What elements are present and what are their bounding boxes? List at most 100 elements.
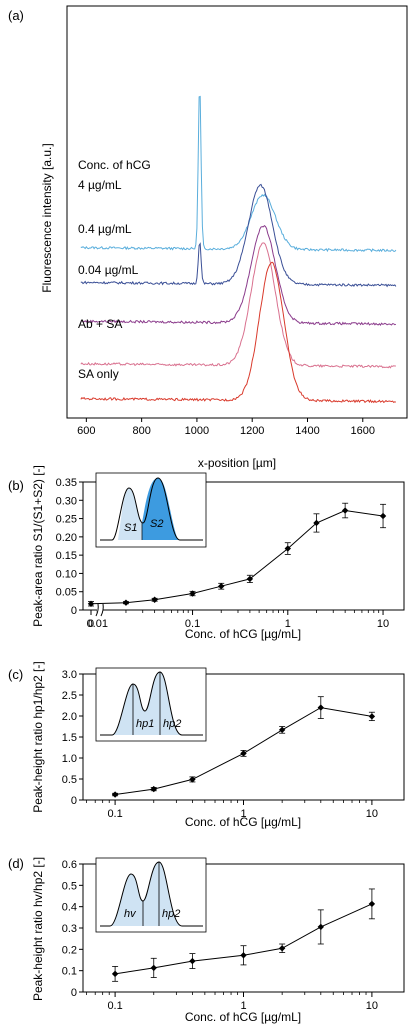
trace-label-4: SA only bbox=[78, 367, 119, 381]
panel-a-frame bbox=[66, 5, 408, 419]
panel-d-inset: hv hp2 bbox=[95, 857, 207, 933]
ytick-label: 0.4 bbox=[62, 902, 77, 914]
ytick-label: 0 bbox=[71, 605, 77, 617]
panel-a-xtick-label: 600 bbox=[77, 425, 95, 437]
panel-b-ylabel: Peak-area ratio S1/(S1+S2) [-] bbox=[31, 465, 45, 627]
xtick-label: 0 bbox=[88, 618, 94, 630]
trace-2 bbox=[80, 225, 397, 326]
ytick-label: 0.10 bbox=[56, 568, 77, 580]
panel-a-xtick-label: 1600 bbox=[351, 425, 375, 437]
panel-a-xlabel: x-position [µm] bbox=[198, 456, 276, 470]
xtick-label: 1 bbox=[240, 1000, 246, 1012]
trace-4 bbox=[80, 261, 397, 404]
data-point bbox=[317, 704, 325, 711]
data-point bbox=[240, 952, 247, 959]
panel-label-c: (c) bbox=[8, 667, 23, 682]
panel-a-xtick-label: 1400 bbox=[295, 425, 319, 437]
trace-label-3: Ab + SA bbox=[78, 317, 122, 331]
data-point bbox=[246, 575, 254, 583]
data-point bbox=[240, 750, 247, 757]
ytick-label: 0 bbox=[71, 795, 77, 807]
inset-d-hv-label: hv bbox=[124, 908, 137, 920]
inset-b-s2-label: S2 bbox=[150, 518, 163, 530]
inset-c-hp2-label: hp2 bbox=[163, 718, 181, 730]
panel-d-valley-height-ratio: Conc. of hCG [µg/mL] Peak-height ratio h… bbox=[31, 857, 405, 1024]
panel-d-xlabel: Conc. of hCG [µg/mL] bbox=[185, 1010, 301, 1024]
panel-b-xlabel: Conc. of hCG [µg/mL] bbox=[185, 627, 301, 641]
inset-d-hp2-label: hp2 bbox=[162, 908, 180, 920]
inset-b-s1-label: S1 bbox=[124, 522, 137, 534]
panel-c-peak-height-ratio: Conc. of hCG [µg/mL] Peak-height ratio h… bbox=[31, 661, 405, 829]
ytick-label: 0.6 bbox=[62, 859, 77, 871]
ytick-label: 1.0 bbox=[62, 753, 77, 765]
axis-break-mark bbox=[100, 603, 104, 617]
data-point bbox=[150, 785, 157, 793]
ytick-label: 0.20 bbox=[56, 532, 77, 544]
data-point bbox=[151, 596, 158, 603]
panel-c-xlabel: Conc. of hCG [µg/mL] bbox=[185, 815, 301, 829]
panel-b-frame bbox=[82, 481, 405, 611]
data-point bbox=[379, 512, 387, 520]
series-line bbox=[90, 509, 384, 605]
data-point bbox=[122, 599, 130, 606]
inset-b-curve bbox=[100, 477, 203, 541]
data-point bbox=[317, 923, 325, 931]
data-point bbox=[150, 964, 157, 972]
ytick-label: 0.5 bbox=[62, 774, 77, 786]
axis-break-mark bbox=[95, 603, 99, 617]
ytick-label: 0.30 bbox=[56, 495, 77, 507]
inset-c-hp1-label: hp1 bbox=[136, 718, 154, 730]
trace-label-0: 4 µg/mL bbox=[78, 178, 122, 192]
panel-label-a: (a) bbox=[8, 8, 24, 23]
xtick-label: 10 bbox=[366, 1000, 378, 1012]
panel-b-peak-area-ratio: Conc. of hCG [µg/mL] Peak-area ratio S1/… bbox=[31, 465, 405, 641]
panel-a-legend-title: Conc. of hCG bbox=[78, 158, 151, 172]
ytick-label: 1.5 bbox=[62, 732, 77, 744]
trace-label-2: 0.04 µg/mL bbox=[78, 263, 139, 277]
ytick-label: 0.25 bbox=[56, 514, 77, 526]
panel-d-ylabel: Peak-height ratio hv/hp2 [-] bbox=[31, 857, 45, 1001]
panel-a-fluorescence-profiles: x-position [µm] Fluorescence intensity [… bbox=[40, 5, 408, 470]
panel-a-xtick-label: 1000 bbox=[185, 425, 209, 437]
ytick-label: 2.5 bbox=[62, 690, 77, 702]
data-point bbox=[189, 776, 196, 783]
ytick-label: 0.5 bbox=[62, 880, 77, 892]
data-point bbox=[284, 545, 291, 552]
ytick-label: 0.2 bbox=[62, 944, 77, 956]
trace-0 bbox=[80, 95, 397, 253]
ytick-label: 0.3 bbox=[62, 923, 77, 935]
inset-d-fill bbox=[100, 862, 203, 926]
panel-a-xtick-label: 800 bbox=[132, 425, 150, 437]
ytick-label: 2.0 bbox=[62, 711, 77, 723]
axis-break-gap bbox=[97, 604, 103, 616]
trace-1 bbox=[80, 183, 397, 288]
data-point bbox=[87, 600, 95, 607]
data-point bbox=[189, 957, 196, 965]
xtick-label: 10 bbox=[377, 618, 389, 630]
data-point bbox=[278, 945, 286, 952]
xtick-label: 0.1 bbox=[185, 618, 200, 630]
panel-a-xtick-label: 1200 bbox=[240, 425, 264, 437]
data-point bbox=[368, 713, 376, 720]
data-point bbox=[368, 900, 376, 908]
ytick-label: 0.05 bbox=[56, 587, 77, 599]
data-point bbox=[218, 583, 225, 590]
inset-c-curve bbox=[100, 671, 203, 736]
data-point bbox=[278, 726, 286, 734]
panel-b-inset: S1 S2 bbox=[95, 472, 207, 548]
inset-c-fill bbox=[100, 672, 203, 735]
xtick-label: 10 bbox=[366, 808, 378, 820]
xtick-label: 0.01 bbox=[87, 618, 108, 630]
xtick-label: 0.1 bbox=[107, 1000, 122, 1012]
ytick-label: 0.1 bbox=[62, 966, 77, 978]
data-point bbox=[111, 970, 119, 978]
panel-label-d: (d) bbox=[8, 856, 24, 871]
trace-label-1: 0.4 µg/mL bbox=[78, 222, 132, 236]
data-point bbox=[111, 791, 119, 798]
data-point bbox=[189, 590, 196, 597]
data-point bbox=[313, 519, 320, 527]
ytick-label: 3.0 bbox=[62, 669, 77, 681]
xtick-label: 1 bbox=[285, 618, 291, 630]
data-point bbox=[341, 507, 349, 514]
xtick-label: 0.1 bbox=[107, 808, 122, 820]
